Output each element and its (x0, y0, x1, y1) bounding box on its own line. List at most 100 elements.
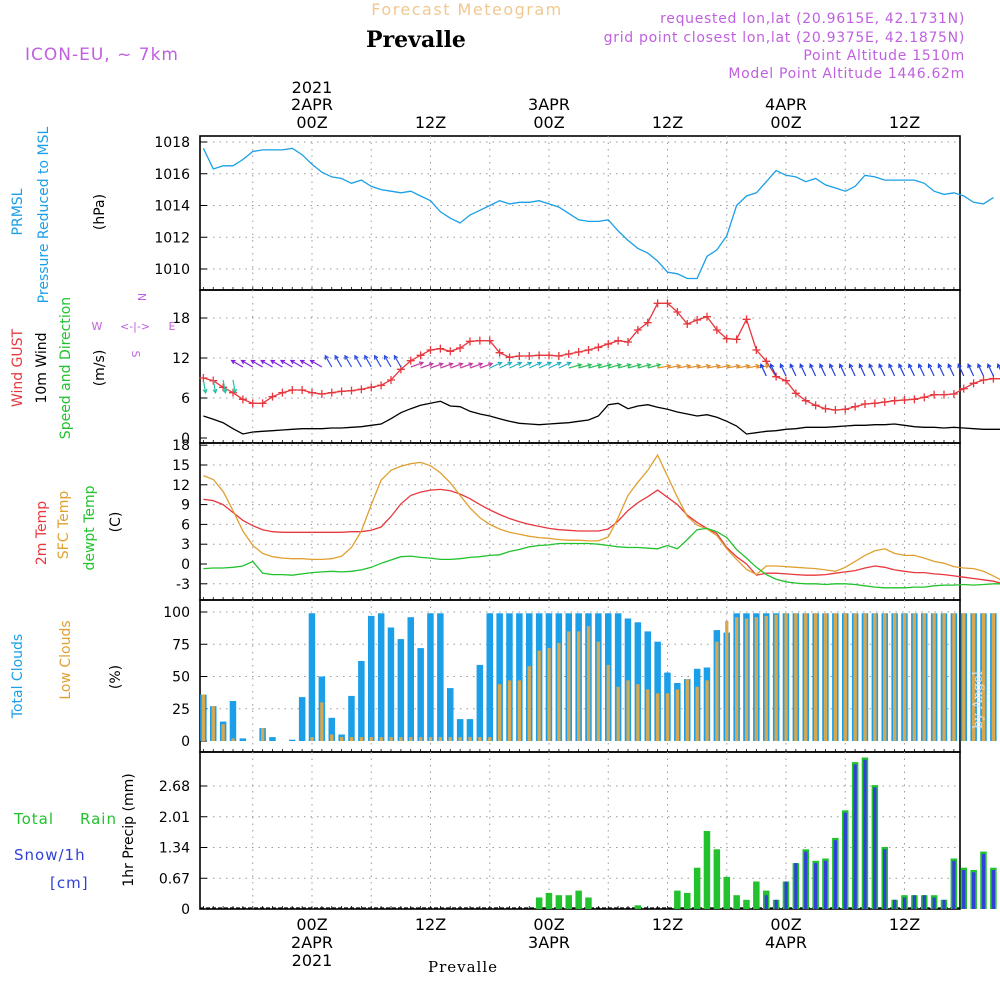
temp-label-2m: 2m Temp (34, 501, 50, 565)
total-cloud-bar (614, 613, 622, 741)
wind-direction-arrow (769, 363, 777, 377)
wind-direction-arrow (578, 363, 593, 369)
gust-marker (298, 386, 307, 394)
wind-direction-arrow (479, 362, 494, 369)
gust-marker (456, 344, 465, 352)
wind-direction-arrow (279, 359, 293, 368)
rain-bar (684, 892, 691, 909)
low-cloud-bar (902, 613, 907, 741)
temperature-ytick-label: -3 (176, 577, 190, 593)
low-cloud-bar (804, 613, 808, 741)
low-cloud-bar (675, 689, 679, 741)
gust-marker (742, 315, 751, 324)
snow-bar (902, 897, 907, 909)
low-cloud-bar (942, 613, 946, 741)
low-cloud-bar (359, 737, 363, 741)
pressure-ytick-label: 1014 (154, 199, 190, 215)
snow-bar (853, 764, 857, 909)
gust-marker (584, 346, 593, 354)
low-cloud-bar (596, 641, 600, 741)
low-cloud-bar (932, 613, 936, 741)
low-cloud-bar (478, 737, 482, 741)
low-cloud-bar (330, 734, 334, 741)
temperature-series-dewpt-temp (203, 527, 1000, 589)
wind-direction-arrow (908, 363, 915, 377)
snow-bar (932, 897, 936, 909)
low-cloud-bar (685, 679, 689, 741)
footer-station: Prevalle (428, 958, 498, 976)
low-cloud-bar (833, 613, 837, 741)
low-cloud-bar (883, 613, 887, 741)
wind-direction-arrow (212, 379, 218, 395)
wind-direction-arrow (967, 363, 975, 377)
wind-direction-arrow (977, 363, 985, 377)
gust-marker (959, 384, 968, 393)
gust-marker (663, 299, 672, 308)
rain-bar (713, 849, 721, 909)
snow-bar (814, 863, 818, 909)
gust-marker (979, 376, 988, 384)
wind-label-dir: Speed and Direction (58, 297, 74, 439)
low-cloud-bar (774, 614, 778, 741)
precip-label-snow: Snow/1h (14, 846, 86, 864)
low-cloud-bar (577, 631, 581, 741)
gust-marker (643, 318, 652, 327)
wind-direction-arrow (270, 359, 283, 368)
compass-e: E (169, 320, 176, 333)
gust-marker (406, 356, 415, 365)
wind-direction-arrow (250, 359, 263, 368)
wind-direction-arrow (548, 361, 562, 369)
total-cloud-bar (328, 717, 335, 741)
wind-ytick-label: 0 (181, 431, 190, 447)
total-cloud-bar (348, 695, 355, 741)
bottom-hour-label: 00Z (770, 915, 801, 934)
temp-label-unit: (C) (108, 512, 124, 533)
wind-direction-arrow (364, 354, 372, 368)
panels: 10101012101410161018061218-3036912151802… (154, 135, 1000, 918)
wind-direction-arrow (568, 363, 583, 369)
low-cloud-bar (261, 728, 265, 741)
low-cloud-bar (735, 617, 739, 741)
pressure-label-prmsl: PRMSL (10, 188, 26, 235)
gust-marker (614, 336, 623, 345)
gust-marker (762, 357, 771, 366)
bottom-hour-label: 00Z (533, 915, 564, 934)
bottom-hour-label: 00Z (296, 915, 327, 934)
low-cloud-bar (744, 618, 749, 741)
total-cloud-bar (516, 613, 523, 741)
low-cloud-bar (507, 680, 512, 741)
total-cloud-bar (427, 613, 434, 741)
low-cloud-bar (320, 702, 324, 741)
pressure-label-unit: (hPa) (92, 194, 108, 230)
snow-bar (922, 895, 926, 909)
low-cloud-bar (626, 680, 630, 741)
total-cloud-bar (476, 664, 484, 741)
wind-direction-arrow (829, 363, 836, 377)
gust-marker (801, 396, 810, 405)
low-cloud-bar (952, 613, 956, 741)
wind-direction-arrow (819, 363, 827, 377)
total-cloud-bar (644, 631, 651, 741)
total-cloud-bar (397, 639, 405, 741)
gust-marker (446, 347, 455, 356)
snow-bar (952, 860, 956, 909)
gust-marker (278, 388, 287, 397)
low-cloud-bar (695, 686, 699, 741)
precip-label-unit: 1hr Precip (mm) (121, 773, 137, 886)
low-cloud-bar (586, 626, 591, 741)
wind-direction-arrow (230, 359, 244, 368)
low-cloud-bar (853, 613, 857, 741)
wind-direction-arrow (289, 359, 303, 368)
low-cloud-bar (764, 615, 768, 741)
bottom-date-label: 4APR (765, 933, 807, 952)
gust-marker (890, 396, 899, 405)
total-cloud-bar (358, 661, 365, 741)
snow-bar (981, 853, 986, 909)
snow-bar (833, 840, 837, 909)
gust-marker (505, 353, 514, 362)
gust-marker (910, 395, 919, 404)
wind-direction-arrow (420, 362, 434, 369)
wind-direction-arrow (202, 379, 208, 395)
